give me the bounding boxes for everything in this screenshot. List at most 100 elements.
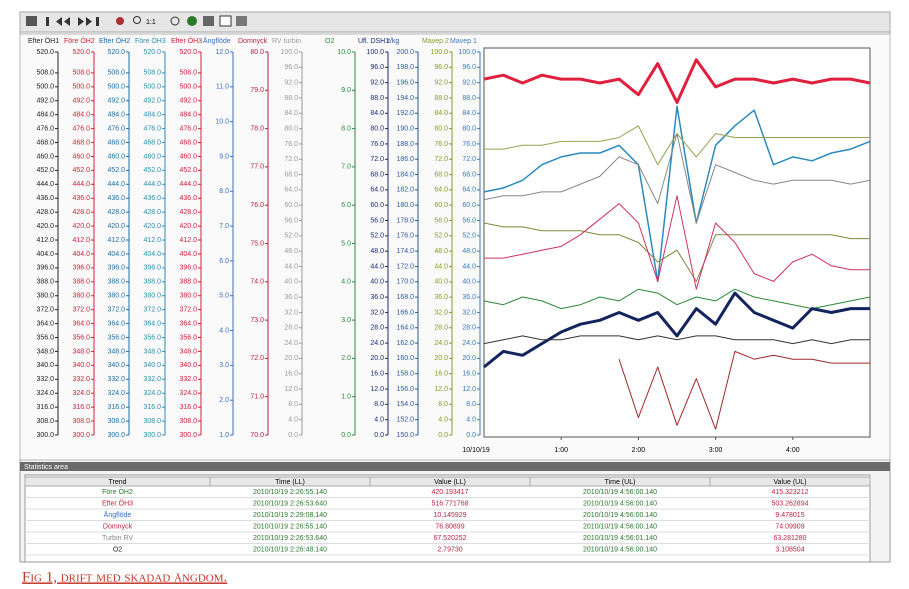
tick-label: 452.0	[72, 167, 90, 174]
tick-label: 388.0	[107, 279, 125, 286]
tick-label: 492.0	[72, 98, 90, 105]
tick-label: 476.0	[143, 125, 161, 132]
cell: 9.478015	[775, 512, 804, 519]
tick-label: 356.0	[143, 334, 161, 341]
tick-label: 380.0	[72, 293, 90, 300]
tick-label: 492.0	[107, 98, 125, 105]
tick-label: 460.0	[36, 153, 54, 160]
tick-label: 88.0	[462, 95, 476, 102]
tick-label: 412.0	[107, 237, 125, 244]
tick-label: 356.0	[36, 334, 54, 341]
tick-label: 56.0	[434, 217, 448, 224]
tick-label: 476.0	[36, 125, 54, 132]
tick-label: 80.0	[250, 49, 264, 56]
tick-label: 68.0	[370, 171, 384, 178]
tick-label: 508.0	[179, 70, 197, 77]
tick-label: 6.0	[219, 258, 229, 265]
tick-label: 388.0	[179, 279, 197, 286]
tick-label: 436.0	[107, 195, 125, 202]
trace	[483, 105, 871, 283]
tick-label: 12.0	[434, 386, 448, 393]
cell: 2010/10/19 2:29:08.140	[253, 512, 327, 519]
tick-label: 40.0	[284, 279, 298, 286]
zoom-label[interactable]: 1:1	[146, 19, 156, 26]
tick-label: 70.0	[250, 432, 264, 439]
tick-label: 7.0	[341, 164, 351, 171]
tick-label: 3.0	[219, 362, 229, 369]
tick-label: 36.0	[462, 294, 476, 301]
tick-label: 364.0	[179, 320, 197, 327]
icon[interactable]	[203, 16, 214, 26]
stats-table	[24, 474, 871, 563]
tick-label: 492.0	[143, 98, 161, 105]
tick-label: 300.0	[36, 432, 54, 439]
tick-label: 452.0	[36, 167, 54, 174]
tick-label: 40.0	[434, 279, 448, 286]
tick-label: 40.0	[462, 279, 476, 286]
icon[interactable]	[116, 17, 124, 25]
tick-label: 364.0	[107, 320, 125, 327]
tick-label: 10.0	[337, 49, 351, 56]
axis-title: Efter ÖH2	[99, 37, 130, 45]
tick-label: 396.0	[107, 265, 125, 272]
trace	[483, 133, 871, 224]
tick-label: 52.0	[434, 233, 448, 240]
cell: 2010/10/19 4:56:00.140	[583, 546, 657, 553]
cell: 420.193417	[432, 489, 469, 496]
tick-label: 12.0	[462, 386, 476, 393]
icon[interactable]	[26, 16, 37, 26]
tick-label: 520.0	[143, 49, 161, 56]
tick-label: 324.0	[143, 390, 161, 397]
tick-label: 332.0	[107, 376, 125, 383]
tick-label: 436.0	[72, 195, 90, 202]
tick-label: 476.0	[72, 125, 90, 132]
tick-label: 4.0	[341, 279, 351, 286]
icon[interactable]	[236, 16, 247, 26]
icon[interactable]	[219, 15, 232, 27]
cell: 516.771768	[432, 500, 469, 507]
icon[interactable]	[46, 17, 49, 26]
tick-label: 500.0	[107, 84, 125, 91]
tick-label: 324.0	[72, 390, 90, 397]
tick-label: 32.0	[284, 309, 298, 316]
tick-label: 64.0	[370, 187, 384, 194]
tick-label: 52.0	[462, 233, 476, 240]
icon[interactable]	[56, 17, 70, 26]
tick-label: 404.0	[143, 251, 161, 258]
tick-label: 44.0	[462, 263, 476, 270]
tick-label: 396.0	[179, 265, 197, 272]
tick-label: 8.0	[341, 125, 351, 132]
icon[interactable]	[187, 16, 197, 26]
tick-label: 332.0	[143, 376, 161, 383]
trace	[484, 195, 870, 290]
tick-label: 200.0	[396, 49, 414, 56]
tick-label: 484.0	[143, 112, 161, 119]
tick-label: 364.0	[143, 320, 161, 327]
tick-label: 164.0	[396, 325, 414, 332]
tick-label: 324.0	[179, 390, 197, 397]
stats-titlebar	[20, 462, 890, 471]
icon[interactable]	[170, 16, 180, 26]
axis-title: Före ÖH3	[135, 37, 166, 45]
tick-label: 75.0	[250, 240, 264, 247]
icon[interactable]	[133, 16, 141, 24]
trace	[483, 335, 870, 345]
tick-label: 20.0	[284, 355, 298, 362]
tick-label: 340.0	[143, 362, 161, 369]
tick-label: 332.0	[72, 376, 90, 383]
tick-label: 508.0	[72, 70, 90, 77]
tick-label: 364.0	[36, 320, 54, 327]
tick-label: 460.0	[72, 153, 90, 160]
tick-label: 154.0	[396, 401, 414, 408]
icon[interactable]	[96, 17, 99, 26]
tick-label: 166.0	[396, 309, 414, 316]
tick-label: 484.0	[72, 112, 90, 119]
icon[interactable]	[78, 17, 92, 26]
tick-label: 420.0	[179, 223, 197, 230]
cell: 2010/10/19 2:26:55.140	[253, 489, 327, 496]
tick-label: 444.0	[36, 181, 54, 188]
tick-label: 92.0	[434, 79, 448, 86]
tick-label: 484.0	[107, 112, 125, 119]
tick-label: 316.0	[107, 404, 125, 411]
axis-title: Domnyck	[238, 38, 268, 45]
